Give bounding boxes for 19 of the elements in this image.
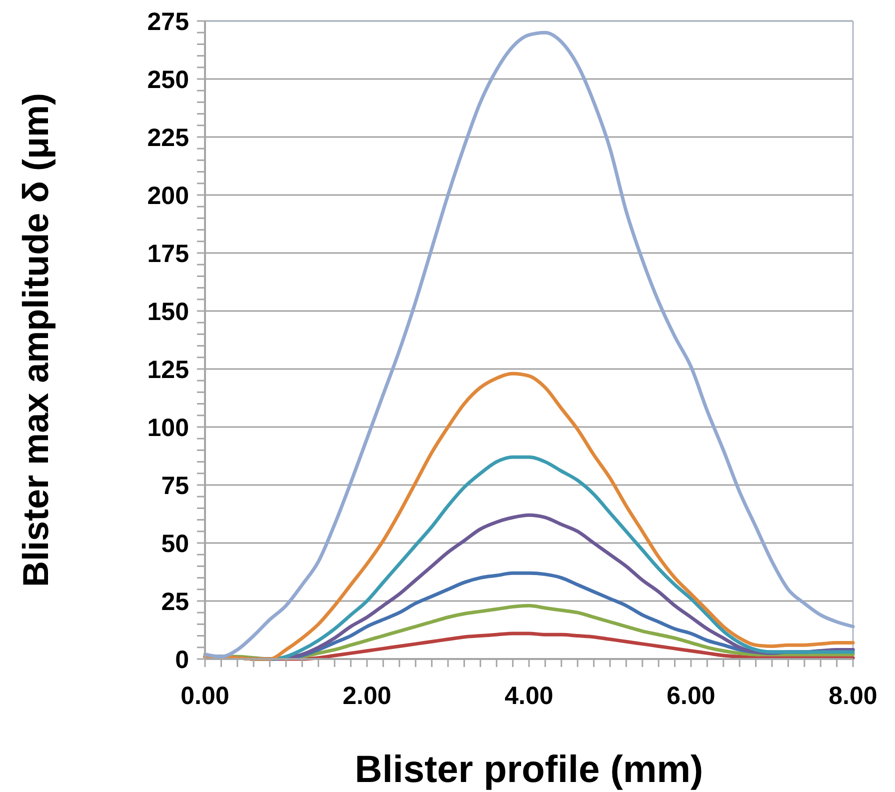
x-tick-label: 8.00 <box>828 682 878 710</box>
y-tick-label: 75 <box>161 472 190 500</box>
y-tick-label: 200 <box>147 182 189 210</box>
y-tick-label: 0 <box>175 646 189 674</box>
y-tick-label: 250 <box>147 66 189 94</box>
y-tick-label: 50 <box>161 530 189 558</box>
y-tick-label: 25 <box>161 588 190 616</box>
y-tick-label: 175 <box>147 240 190 268</box>
x-tick-label: 2.00 <box>342 682 392 710</box>
x-tick-label: 6.00 <box>666 682 716 710</box>
x-tick-label: 4.00 <box>504 682 554 710</box>
x-tick-label: 0.00 <box>180 682 230 710</box>
y-tick-label: 125 <box>147 356 190 384</box>
y-tick-label: 150 <box>147 298 189 326</box>
y-tick-label: 100 <box>147 414 189 442</box>
x-axis-title: Blister profile (mm) <box>354 749 704 791</box>
y-tick-label: 275 <box>147 8 190 36</box>
y-axis-title: Blister max amplitude δ (μm) <box>15 93 56 587</box>
y-tick-label: 225 <box>147 124 190 152</box>
